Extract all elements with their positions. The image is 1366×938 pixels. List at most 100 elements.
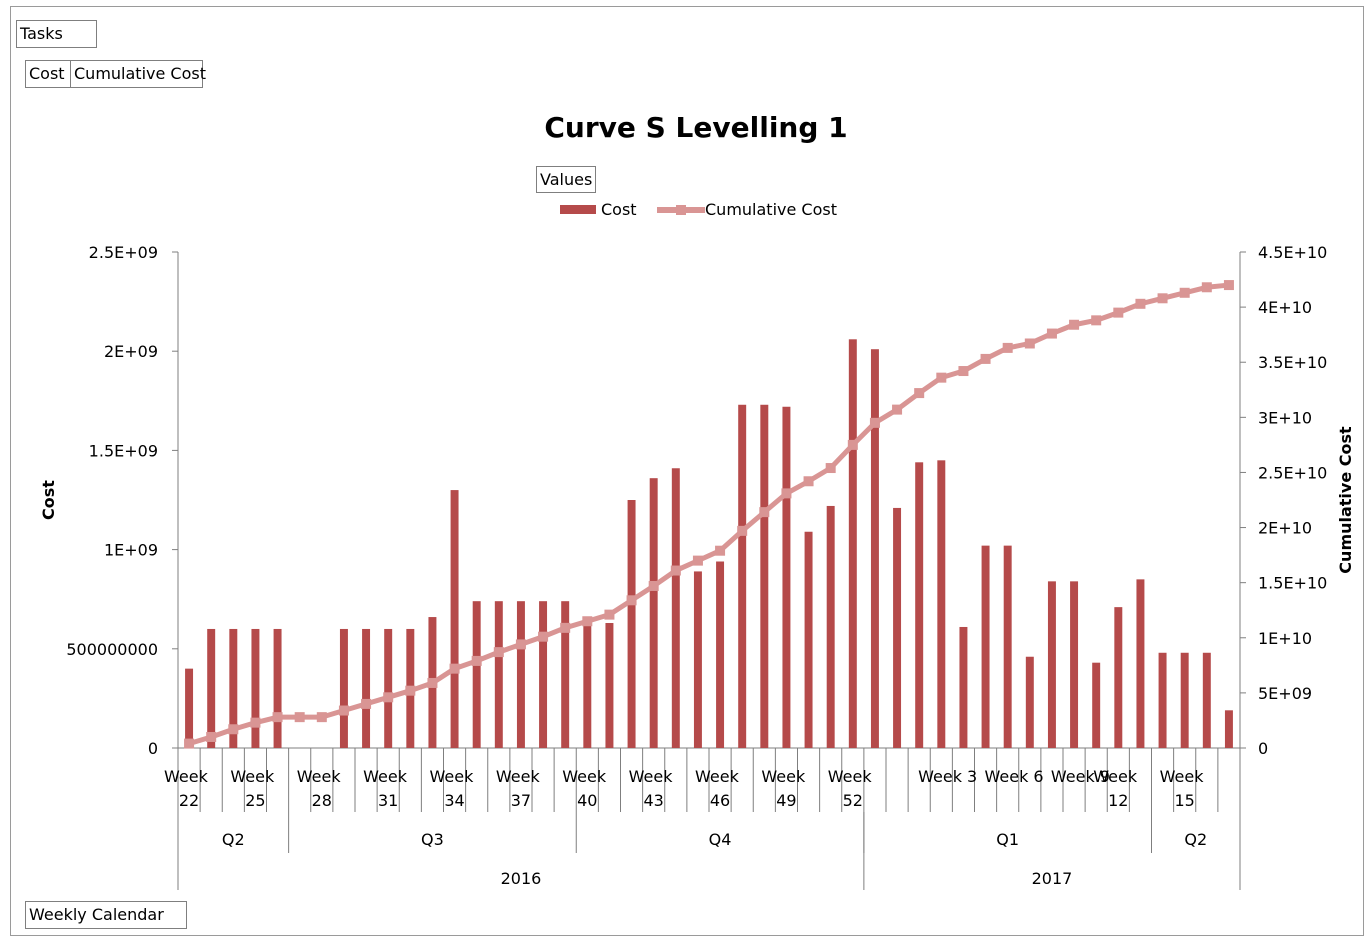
cost-bar (893, 507, 902, 748)
chart-frame (10, 6, 1364, 936)
y2-tick-label: 4.5E+10 (1258, 243, 1327, 262)
cumulative-cost-field-button[interactable]: Cumulative Cost (70, 60, 206, 88)
cost-bar (1070, 581, 1079, 748)
cumulative-cost-point (1157, 293, 1168, 304)
cost-bar (362, 628, 371, 748)
cumulative-cost-point (692, 555, 703, 566)
cost-bar (804, 531, 813, 748)
quarter-label: Q3 (421, 830, 444, 849)
cumulative-cost-point (250, 717, 261, 728)
cost-bar (649, 478, 658, 748)
week-label: 37 (511, 791, 531, 810)
cost-bar (1136, 579, 1145, 748)
cost-bar (1047, 581, 1056, 748)
y-tick-label: 500000000 (66, 640, 158, 659)
cost-field-button[interactable]: Cost (25, 60, 71, 88)
cost-bar (339, 628, 348, 748)
cumulative-cost-point (715, 545, 726, 556)
quarter-label: Q2 (222, 830, 245, 849)
cost-bar (207, 628, 216, 748)
legend-cost-swatch (560, 205, 596, 214)
cost-bar (516, 601, 525, 748)
week-label: Week (430, 767, 475, 786)
y2-tick-label: 4E+10 (1258, 298, 1312, 317)
cumulative-cost-point (316, 712, 327, 723)
cumulative-cost-point (825, 463, 836, 474)
values-field-button[interactable]: Values (536, 166, 596, 193)
cost-bar (782, 406, 791, 748)
cumulative-cost-point (294, 712, 305, 723)
cost-bar (627, 500, 636, 748)
cost-bar (1224, 710, 1233, 748)
week-label: Week (363, 767, 408, 786)
week-label: Week (1160, 767, 1205, 786)
legend: Cost Cumulative Cost (560, 200, 837, 219)
cumulative-cost-point (184, 738, 195, 749)
legend-cumulative-label: Cumulative Cost (705, 200, 837, 219)
y2-tick-label: 3.5E+10 (1258, 353, 1327, 372)
week-label: 43 (644, 791, 664, 810)
cost-bar (561, 601, 570, 748)
quarter-label: Q1 (996, 830, 1019, 849)
cumulative-cost-point (1091, 315, 1102, 326)
cumulative-cost-point (604, 609, 615, 620)
cost-bar (760, 404, 769, 748)
cost-bar (185, 668, 194, 748)
y-tick-label: 1.5E+09 (89, 441, 158, 460)
cumulative-cost-point (847, 439, 858, 450)
cost-bar (738, 404, 747, 748)
week-label: Week (164, 767, 209, 786)
cumulative-cost-point (1113, 307, 1124, 318)
cost-bar (605, 623, 614, 748)
week-label: Week (828, 767, 873, 786)
cumulative-cost-point (449, 663, 460, 674)
cost-bar (450, 490, 459, 748)
cost-bar (848, 339, 857, 748)
plot-area: 0 500000000 1E+09 1.5E+09 2E+09 2.5E+09 0 5E+09… (66, 243, 1327, 890)
cost-bar (716, 561, 725, 748)
cost-bar (251, 628, 260, 748)
cumulative-cost-point (781, 488, 792, 499)
y-tick-label: 2E+09 (104, 342, 158, 361)
cumulative-cost-point (383, 692, 394, 703)
y-tick-label: 2.5E+09 (89, 243, 158, 262)
cumulative-cost-point (1002, 342, 1013, 353)
tasks-field-button[interactable]: Tasks (16, 20, 97, 48)
week-label: Week 3 (918, 767, 977, 786)
cumulative-cost-point (1069, 319, 1080, 330)
cumulative-cost-point (1179, 287, 1190, 298)
cost-bar (1202, 652, 1211, 748)
week-label: Week (496, 767, 541, 786)
cumulative-cost-point (338, 705, 349, 716)
y2-tick-label: 1E+10 (1258, 629, 1312, 648)
cost-bar (937, 460, 946, 748)
y2-tick-label: 1.5E+10 (1258, 574, 1327, 593)
cost-bar (539, 601, 548, 748)
week-label: Week (629, 767, 674, 786)
y2-tick-label: 3E+10 (1258, 408, 1312, 427)
cumulative-cost-point (427, 677, 438, 688)
week-label: 28 (312, 791, 332, 810)
cumulative-cost-point (538, 631, 549, 642)
cumulative-cost-point (648, 580, 659, 591)
weekly-calendar-field-button[interactable]: Weekly Calendar (25, 901, 187, 929)
cumulative-cost-point (892, 404, 903, 415)
y2-axis-label: Cumulative Cost (1336, 426, 1355, 574)
cost-bar (671, 468, 680, 748)
cumulative-cost-point (803, 476, 814, 487)
cumulative-cost-point (869, 417, 880, 428)
cost-bar (826, 505, 835, 748)
cumulative-cost-point (515, 639, 526, 650)
cost-bar (915, 462, 924, 748)
cost-bar (1158, 652, 1167, 748)
year-label: 2017 (1032, 869, 1073, 888)
week-label: 31 (378, 791, 398, 810)
cost-bar (870, 349, 879, 748)
cost-bar (384, 628, 393, 748)
chart-title: Curve S Levelling 1 (544, 111, 847, 144)
cumulative-cost-point (936, 372, 947, 383)
cost-bar (229, 628, 238, 748)
cumulative-cost-point (1024, 338, 1035, 349)
cumulative-cost-point (759, 507, 770, 518)
